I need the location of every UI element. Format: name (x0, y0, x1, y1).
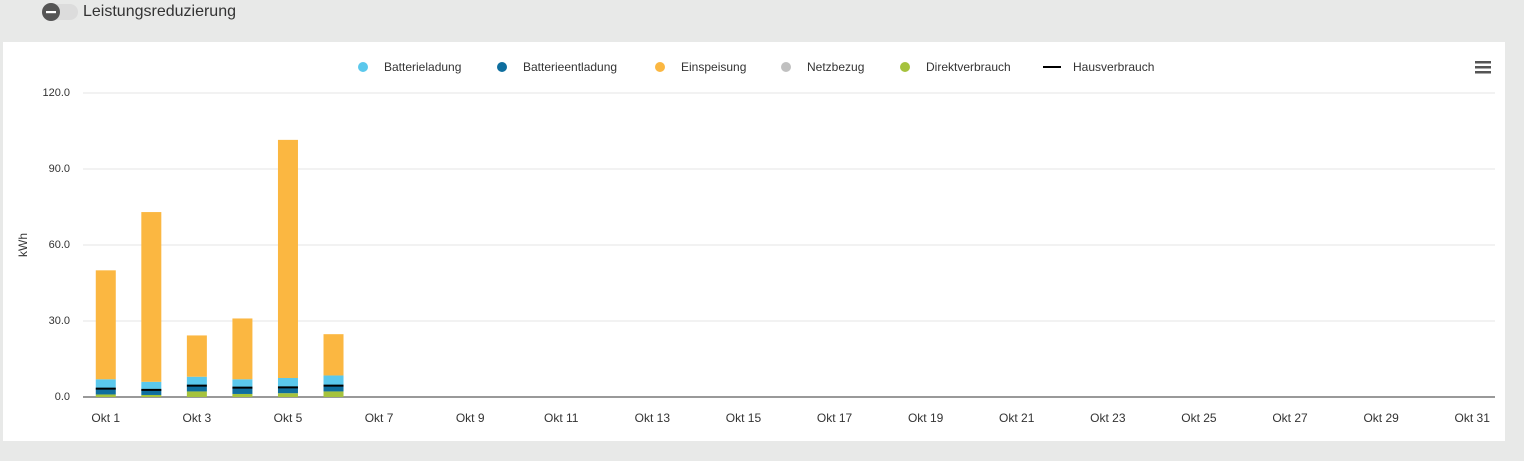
bar-segment (323, 375, 344, 386)
bar-segment (186, 386, 207, 392)
bar-segment (277, 393, 298, 397)
bar-segment (232, 393, 253, 397)
x-tick-label: Okt 1 (91, 411, 120, 425)
legend-marker (497, 62, 507, 72)
bar-segment (95, 394, 116, 397)
toggle-minus (46, 11, 56, 14)
bar-segment (141, 381, 162, 390)
x-tick-label: Okt 31 (1455, 411, 1491, 425)
x-tick-label: Okt 13 (635, 411, 671, 425)
y-tick-label: 90.0 (49, 163, 70, 175)
legend-label[interactable]: Direktverbrauch (926, 60, 1011, 74)
x-tick-label: Okt 27 (1272, 411, 1308, 425)
menu-bar (1475, 71, 1491, 74)
menu-icon[interactable] (1475, 61, 1491, 74)
bar-segment (277, 139, 298, 378)
legend-label[interactable]: Batterieladung (384, 60, 461, 74)
toggle-label: Leistungsreduzierung (83, 3, 236, 20)
bar-segment (141, 394, 162, 397)
legend-marker (900, 62, 910, 72)
bar-segment (141, 212, 162, 382)
legend-label[interactable]: Einspeisung (681, 60, 746, 74)
menu-bar (1475, 61, 1491, 64)
y-tick-label: 60.0 (49, 239, 70, 251)
legend-label[interactable]: Hausverbrauch (1073, 60, 1154, 74)
x-tick-label: Okt 25 (1181, 411, 1217, 425)
x-tick-label: Okt 5 (274, 411, 303, 425)
x-tick-label: Okt 29 (1363, 411, 1399, 425)
y-tick-label: 120.0 (42, 87, 70, 99)
bar-segment (232, 379, 253, 388)
bar-segment (95, 270, 116, 380)
legend-marker (358, 62, 368, 72)
x-tick-label: Okt 21 (999, 411, 1035, 425)
x-tick-label: Okt 3 (183, 411, 212, 425)
x-tick-label: Okt 11 (544, 411, 579, 425)
x-tick-label: Okt 7 (365, 411, 394, 425)
menu-bar (1475, 66, 1491, 69)
bar-segment (141, 389, 162, 395)
legend-marker (655, 62, 665, 72)
bar-segment (277, 378, 298, 388)
bar-segment (323, 391, 344, 397)
bar-segment (323, 385, 344, 392)
legend-label[interactable]: Netzbezug (807, 60, 864, 74)
y-axis-label: kWh (16, 233, 30, 257)
chart-panel (3, 42, 1505, 441)
bar-segment (186, 376, 207, 387)
y-tick-label: 30.0 (49, 315, 70, 327)
bar-segment (323, 334, 344, 376)
bar-segment (95, 379, 116, 389)
x-tick-label: Okt 19 (908, 411, 944, 425)
x-tick-label: Okt 23 (1090, 411, 1126, 425)
legend-label[interactable]: Batterieentladung (523, 60, 617, 74)
bar-segment (277, 387, 298, 394)
bar-segment (232, 318, 253, 380)
y-tick-label: 0.0 (55, 391, 70, 403)
bar-segment (232, 387, 253, 394)
bar-segment (186, 335, 207, 377)
legend-marker (781, 62, 791, 72)
x-tick-label: Okt 15 (726, 411, 762, 425)
x-tick-label: Okt 9 (456, 411, 485, 425)
bar-segment (95, 388, 116, 395)
x-tick-label: Okt 17 (817, 411, 853, 425)
bar-segment (186, 391, 207, 397)
